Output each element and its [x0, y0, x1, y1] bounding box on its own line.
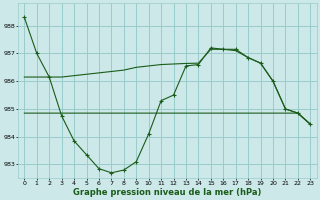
X-axis label: Graphe pression niveau de la mer (hPa): Graphe pression niveau de la mer (hPa): [73, 188, 261, 197]
